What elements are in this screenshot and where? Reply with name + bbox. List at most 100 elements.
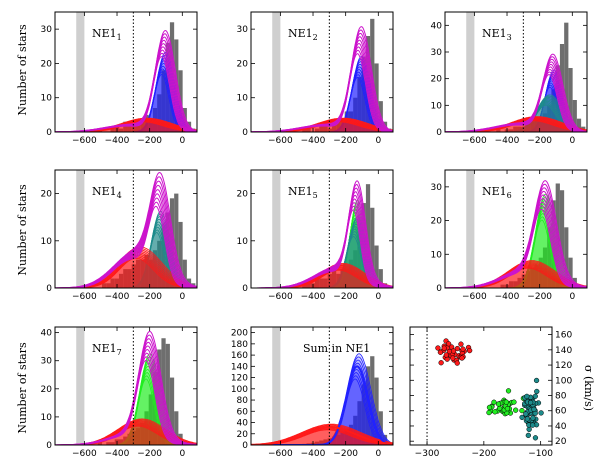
panel-5: NE15 0 10 20 −600 −400 −200 0 [237, 169, 394, 302]
hist-bar [378, 269, 383, 288]
x-tick-label: 0 [179, 449, 185, 459]
hist-bar [576, 118, 582, 132]
y-tick-label: 40 [41, 329, 53, 339]
component-blue [251, 56, 393, 132]
y-tick-label: 140 [555, 346, 572, 356]
hist-bar [306, 283, 311, 288]
panel-title: NE14 [92, 185, 122, 200]
x-tick-label: −200 [471, 449, 496, 459]
hist-bar [508, 281, 514, 288]
hist-bar [500, 284, 505, 288]
plot-area [55, 12, 197, 132]
hist-bar [114, 278, 119, 288]
plot-area [251, 12, 393, 132]
excluded-band [272, 12, 281, 132]
hist-bar [340, 432, 345, 445]
plot-area [445, 12, 587, 132]
hist-bar [530, 121, 535, 132]
hist-bar [97, 442, 103, 445]
x-tick-label: −400 [105, 292, 130, 302]
hist-bar [140, 118, 145, 132]
excluded-band [466, 12, 475, 132]
x-tick-label: −400 [105, 449, 130, 459]
hist-bar [118, 439, 124, 445]
y-tick-label: 10 [41, 237, 53, 247]
hist-bar [357, 77, 362, 132]
panel-1: NE11 0 10 20 30 −600 −400 −200 0 [41, 11, 198, 146]
hist-bar [314, 278, 320, 288]
x-tick-label: −200 [333, 449, 358, 459]
hist-bar [496, 129, 501, 132]
hist-bar [336, 434, 341, 445]
x-tick-label: −200 [333, 136, 358, 146]
y-tick-label: 120 [555, 361, 572, 371]
panel-frame [54, 326, 198, 446]
hist-bar [513, 281, 518, 288]
plot-area [445, 170, 587, 288]
component-blue [251, 76, 393, 132]
hist-bar [508, 129, 514, 132]
y-tick-label: 10 [237, 237, 249, 247]
y-tick-label: 0 [46, 128, 52, 138]
hist-bar [344, 429, 349, 445]
hist-bar [344, 269, 349, 288]
hist-bar [127, 269, 132, 288]
scatter-point-green [486, 404, 493, 411]
total-fit [445, 180, 587, 288]
y-tick-label: 120 [231, 374, 248, 384]
panel-title: NE12 [288, 27, 318, 42]
hist-bar [140, 259, 145, 288]
panel-4: NE14 0 10 20 −600 −400 −200 0 [41, 169, 198, 302]
x-tick-label: −600 [462, 292, 487, 302]
hist-bar [106, 283, 111, 288]
hist-bar [165, 343, 170, 445]
hist-bar [319, 440, 324, 445]
component-blue [55, 74, 197, 132]
x-tick-label: −600 [72, 292, 97, 302]
panel-title: NE13 [482, 27, 512, 42]
scatter-point-green [495, 401, 502, 407]
scatter-point-green [519, 407, 525, 414]
hist-bar [331, 121, 337, 132]
y-tick-label: 20 [41, 385, 53, 395]
x-tick-label: −400 [301, 292, 326, 302]
component-blue [251, 71, 393, 132]
scatter-point-green [504, 406, 511, 412]
hist-bar [327, 128, 332, 132]
scatter-point-red [437, 349, 444, 355]
scatter-point-red [458, 341, 464, 347]
panel-title-sub: 7 [117, 348, 122, 357]
hist-bar [135, 428, 141, 445]
x-tick-label: −600 [462, 136, 487, 146]
y-tick-label: 0 [242, 441, 248, 451]
y-tick-label: 80 [237, 396, 249, 406]
y-tick-label: 160 [231, 351, 248, 361]
plot-area [55, 327, 197, 445]
hist-bar [106, 442, 111, 445]
hist-bar [178, 221, 183, 288]
hist-bar [547, 227, 552, 288]
hist-bar [361, 384, 366, 445]
panel-title: NE17 [92, 342, 122, 357]
ylabel-right: σ (km/s) [582, 365, 595, 411]
scatter-point-teal [523, 411, 529, 417]
y-tick-label: 20 [41, 190, 53, 200]
scatter-point-teal [524, 416, 531, 422]
hist-bar [148, 118, 153, 132]
x-tick-label: −400 [301, 136, 326, 146]
hist-bar [110, 128, 115, 132]
x-tick-label: −600 [268, 449, 293, 459]
hist-bar [148, 394, 153, 445]
scatter-point-green [492, 409, 498, 415]
scatter-point-green [486, 409, 492, 416]
panel-title-sub: 5 [313, 191, 318, 200]
hist-bar [174, 193, 179, 288]
x-tick-label: −300 [415, 449, 440, 459]
x-tick-label: −200 [527, 292, 552, 302]
component-blue [55, 71, 197, 132]
x-tick-label: −600 [268, 136, 293, 146]
hist-bar [357, 401, 362, 445]
y-tick-label: 20 [237, 59, 249, 69]
y-tick-label: 40 [555, 422, 567, 432]
scatter-point-red [454, 345, 460, 352]
